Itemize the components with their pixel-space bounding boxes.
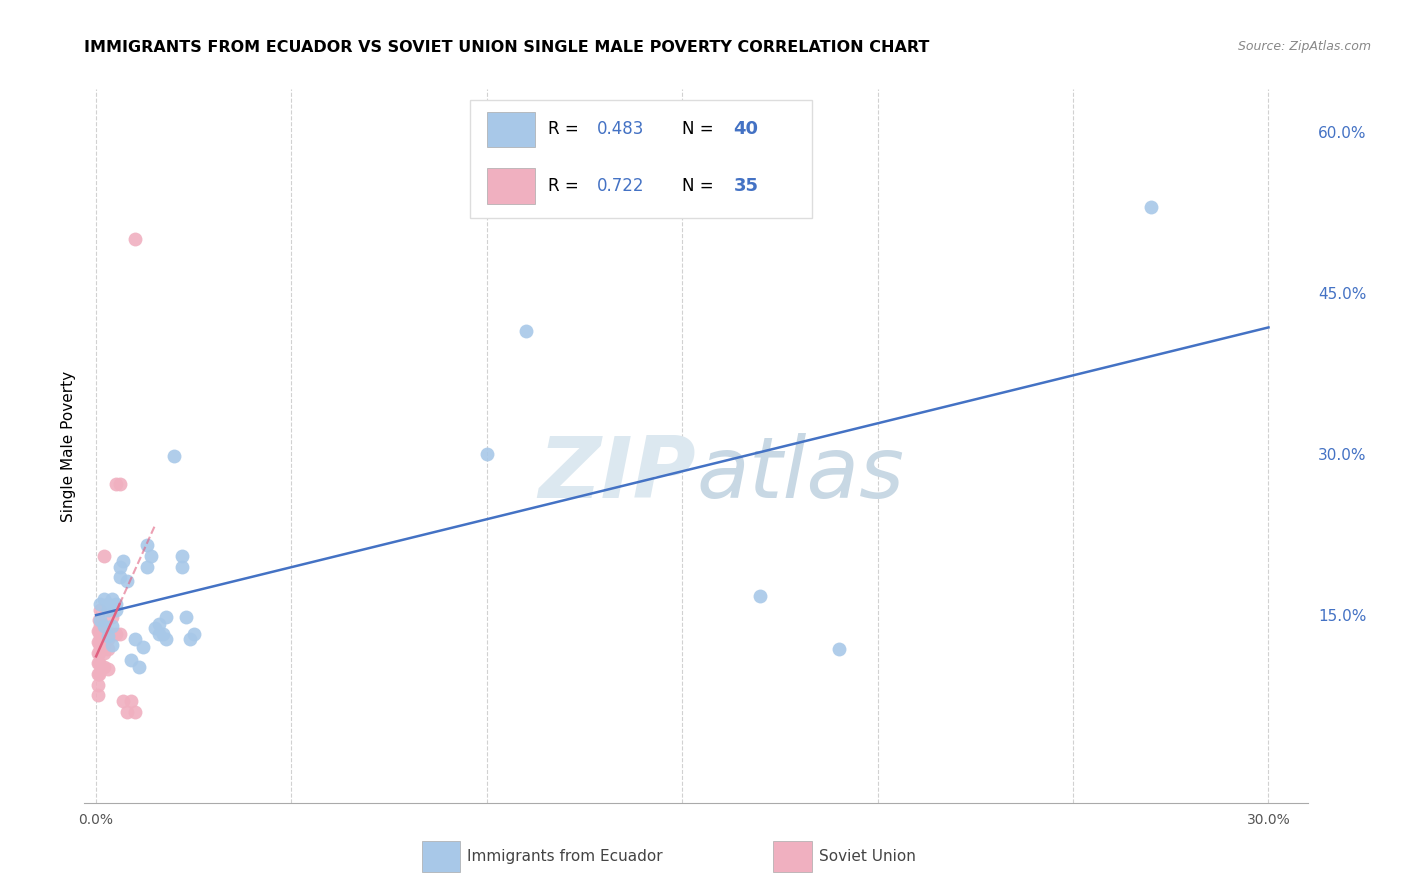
Point <box>100 627 122 641</box>
Point <box>93 659 115 673</box>
Y-axis label: Single Male Poverty: Single Male Poverty <box>60 370 76 522</box>
Point <box>148 616 170 631</box>
Point <box>117 574 139 588</box>
Point <box>97 630 120 644</box>
Point <box>183 627 205 641</box>
Point <box>87 624 110 639</box>
Point <box>170 559 193 574</box>
Point <box>104 597 127 611</box>
Point <box>174 610 197 624</box>
Point <box>124 232 146 246</box>
Point <box>97 597 120 611</box>
Point <box>89 613 111 627</box>
Point <box>104 627 127 641</box>
Point <box>93 646 115 660</box>
Point <box>135 559 157 574</box>
Point <box>100 591 122 606</box>
Point <box>89 657 111 671</box>
Text: ZIP: ZIP <box>538 433 696 516</box>
Point <box>139 549 162 563</box>
Point <box>112 554 135 568</box>
Point <box>93 638 115 652</box>
FancyBboxPatch shape <box>773 840 813 872</box>
Point <box>120 653 142 667</box>
Point <box>827 642 849 657</box>
Point <box>475 447 498 461</box>
Point <box>132 640 155 655</box>
Point <box>124 705 146 719</box>
Point <box>163 449 186 463</box>
Text: atlas: atlas <box>696 433 904 516</box>
Point <box>93 619 115 633</box>
Point <box>97 662 120 676</box>
Point <box>87 678 110 692</box>
Point <box>749 589 772 603</box>
Point <box>87 657 110 671</box>
Point <box>1140 200 1163 214</box>
Text: IMMIGRANTS FROM ECUADOR VS SOVIET UNION SINGLE MALE POVERTY CORRELATION CHART: IMMIGRANTS FROM ECUADOR VS SOVIET UNION … <box>84 40 929 55</box>
Point <box>143 621 166 635</box>
Point <box>100 638 122 652</box>
Point <box>108 570 131 584</box>
Point <box>515 324 537 338</box>
Point <box>97 632 120 646</box>
Point <box>93 549 115 563</box>
Text: Immigrants from Ecuador: Immigrants from Ecuador <box>467 849 664 863</box>
Point <box>93 591 115 606</box>
Point <box>108 627 131 641</box>
Point <box>89 667 111 681</box>
Point <box>89 630 111 644</box>
Point <box>179 632 201 646</box>
Point <box>152 627 174 641</box>
Point <box>112 694 135 708</box>
Point <box>97 602 120 616</box>
Point <box>89 597 111 611</box>
Point <box>135 538 157 552</box>
Point <box>89 602 111 616</box>
Point <box>100 610 122 624</box>
Point <box>87 667 110 681</box>
Point <box>108 559 131 574</box>
Point <box>87 646 110 660</box>
Point <box>117 705 139 719</box>
Point <box>148 627 170 641</box>
Point <box>128 659 150 673</box>
Point <box>104 602 127 616</box>
Point <box>170 549 193 563</box>
Point <box>89 640 111 655</box>
Point <box>89 624 111 639</box>
Point <box>89 613 111 627</box>
Point <box>155 632 177 646</box>
Point <box>124 632 146 646</box>
Point <box>97 642 120 657</box>
Point <box>120 694 142 708</box>
Text: Soviet Union: Soviet Union <box>818 849 915 863</box>
FancyBboxPatch shape <box>422 840 461 872</box>
Point <box>100 619 122 633</box>
Point <box>155 610 177 624</box>
Point <box>108 477 131 491</box>
Point <box>87 635 110 649</box>
Point <box>104 477 127 491</box>
Point <box>87 689 110 703</box>
Point <box>89 635 111 649</box>
Point <box>89 646 111 660</box>
Text: Source: ZipAtlas.com: Source: ZipAtlas.com <box>1237 40 1371 54</box>
Point <box>89 619 111 633</box>
